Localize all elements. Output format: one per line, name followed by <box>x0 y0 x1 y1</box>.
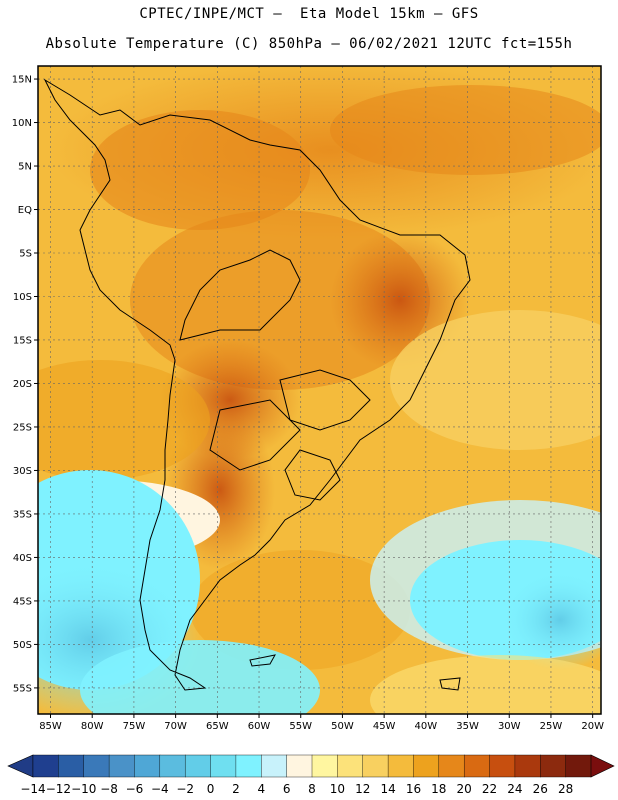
lat-tick-label: 5S <box>19 249 32 260</box>
colorbar-segment <box>463 754 491 778</box>
colorbar-label: 2 <box>232 782 240 796</box>
colorbar-segment <box>311 754 338 778</box>
colorbar-segment <box>286 754 313 778</box>
longitude-tick-labels: 85W 80W 75W 70W 65W 60W 55W 50W 45W 40W 35W 30W 25W 2… <box>39 714 604 732</box>
lon-tick-label: 85W <box>39 721 62 732</box>
lon-tick-label: 60W <box>248 721 271 732</box>
colorbar-segment <box>58 754 85 778</box>
lat-tick-label: 10N <box>12 118 32 129</box>
colorbar-labels: −14 −12 −10 −8 −6 −4 −2 0 2 4 6 8 10 12 14 16 18 20 22 24 26… <box>20 782 573 796</box>
lon-tick-label: 50W <box>331 721 354 732</box>
lat-tick-label: 40S <box>13 553 32 564</box>
lon-tick-label: 75W <box>123 721 146 732</box>
map-title-line2: Absolute Temperature (C) 850hPa – 06/02/… <box>45 36 573 52</box>
colorbar-segment <box>261 754 288 778</box>
colorbar-label: 22 <box>482 782 497 796</box>
lat-tick-label: 30S <box>13 466 32 477</box>
colorbar-segment <box>235 754 262 778</box>
colorbar-segment <box>134 754 161 778</box>
lon-tick-label: 25W <box>540 721 563 732</box>
colorbar-label: −6 <box>126 782 144 796</box>
lat-tick-label: 25S <box>13 422 32 433</box>
coastline-outline <box>43 78 471 691</box>
lon-tick-label: 80W <box>81 721 104 732</box>
colorbar-segment <box>108 754 135 778</box>
colorbar-label: 12 <box>355 782 370 796</box>
colorbar-label: 6 <box>283 782 291 796</box>
lat-tick-label: 15N <box>12 75 32 86</box>
lon-tick-label: 30W <box>498 721 521 732</box>
colorbar-label: 18 <box>431 782 446 796</box>
colorbar-label: 8 <box>308 782 316 796</box>
graticule <box>38 66 601 714</box>
colorbar-label: 0 <box>207 782 215 796</box>
colorbar-label: −4 <box>151 782 169 796</box>
colorbar-segment <box>184 754 212 778</box>
colorbar-label: 26 <box>533 782 548 796</box>
lon-tick-label: 45W <box>373 721 396 732</box>
colorbar-segment <box>337 754 364 778</box>
colorbar-label: 14 <box>380 782 395 796</box>
colorbar-label: −8 <box>100 782 118 796</box>
colorbar-segment <box>32 754 59 778</box>
colorbar-segment <box>565 754 592 778</box>
lat-tick-label: 35S <box>13 509 32 520</box>
lon-tick-label: 35W <box>456 721 479 732</box>
lon-tick-label: 55W <box>289 721 312 732</box>
lat-tick-label: 20S <box>13 379 32 390</box>
lat-tick-label: EQ <box>18 205 32 216</box>
colorbar-label: −2 <box>176 782 194 796</box>
colorbar-under-arrow <box>7 754 34 778</box>
colorbar-over-arrow <box>590 754 615 778</box>
colorbar-segment <box>210 754 237 778</box>
colorbar-label: −12 <box>46 782 71 796</box>
map-frame <box>37 65 602 715</box>
colorbar-label: −14 <box>20 782 45 796</box>
lat-tick-label: 55S <box>13 683 32 694</box>
lon-tick-label: 20W <box>581 721 604 732</box>
lon-tick-label: 70W <box>164 721 187 732</box>
lat-tick-label: 10S <box>13 292 32 303</box>
lat-tick-label: 50S <box>13 640 32 651</box>
lon-tick-label: 40W <box>415 721 438 732</box>
colorbar <box>7 754 615 778</box>
colorbar-label: 28 <box>558 782 573 796</box>
colorbar-segment <box>489 754 516 778</box>
map-title-line1: CPTEC/INPE/MCT – Eta Model 15km – GFS <box>139 6 479 22</box>
lat-tick-label: 45S <box>13 596 32 607</box>
colorbar-label: 24 <box>507 782 522 796</box>
colorbar-label: −10 <box>71 782 96 796</box>
colorbar-label: 20 <box>457 782 472 796</box>
lat-tick-label: 15S <box>13 335 32 346</box>
colorbar-label: 10 <box>330 782 345 796</box>
colorbar-segment <box>438 754 465 778</box>
lon-tick-label: 65W <box>206 721 229 732</box>
colorbar-segment <box>362 754 389 778</box>
colorbar-segment <box>83 754 110 778</box>
latitude-tick-labels: 15N 10N 5N EQ 5S 10S 15S 20S 25S 30S 35S 40S 45S 50S 5… <box>12 75 38 694</box>
lat-tick-label: 5N <box>18 162 32 173</box>
colorbar-label: 4 <box>257 782 265 796</box>
colorbar-segment <box>159 754 186 778</box>
temperature-field <box>38 66 601 714</box>
colorbar-segment <box>514 754 541 778</box>
colorbar-label: 16 <box>406 782 421 796</box>
colorbar-segment <box>540 754 567 778</box>
colorbar-segment <box>413 754 440 778</box>
colorbar-segment <box>387 754 414 778</box>
